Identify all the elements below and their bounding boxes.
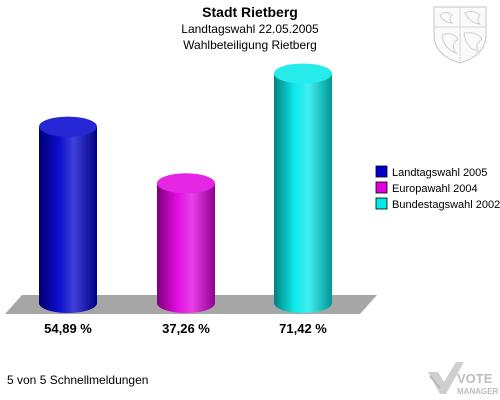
bar-2 bbox=[157, 173, 215, 313]
bar-top-2 bbox=[157, 173, 215, 194]
bar-body-2 bbox=[157, 183, 215, 313]
bar-body-3 bbox=[274, 73, 332, 314]
logo-text-manager: MANAGER bbox=[457, 387, 499, 396]
legend: Landtagswahl 2005 Europawahl 2004 Bundesta… bbox=[375, 165, 500, 211]
legend-label-3: Bundestagswahl 2002 bbox=[392, 199, 500, 211]
legend-swatch-2 bbox=[375, 181, 388, 194]
coat-of-arms-icon bbox=[433, 6, 487, 64]
status-text: 5 von 5 Schnellmeldungen bbox=[7, 373, 148, 387]
bar-body-1 bbox=[39, 126, 97, 313]
value-label-2: 37,26 % bbox=[162, 321, 210, 336]
bar-top-1 bbox=[39, 116, 97, 137]
legend-item-2: Europawahl 2004 bbox=[375, 181, 478, 195]
value-label-1: 54,89 % bbox=[44, 321, 92, 336]
vote-manager-logo: VOTE MANAGER bbox=[428, 362, 499, 396]
legend-swatch-1 bbox=[375, 165, 388, 178]
chart-subtitle-1: Landtagswahl 22.05.2005 bbox=[181, 22, 319, 36]
legend-label-2: Europawahl 2004 bbox=[392, 183, 478, 195]
bar-3 bbox=[274, 63, 332, 314]
bar-top-3 bbox=[274, 63, 332, 84]
legend-item-3: Bundestagswahl 2002 bbox=[375, 197, 500, 211]
chart-subtitle-2: Wahlbeteiligung Rietberg bbox=[183, 38, 317, 52]
bar-1 bbox=[39, 116, 97, 313]
legend-item-1: Landtagswahl 2005 bbox=[375, 165, 487, 179]
logo-text-vote: VOTE bbox=[457, 371, 493, 386]
legend-label-1: Landtagswahl 2005 bbox=[392, 167, 487, 179]
legend-swatch-3 bbox=[375, 197, 388, 210]
bars-group bbox=[39, 63, 332, 314]
chart-title: Stadt Rietberg bbox=[202, 4, 298, 20]
value-labels-group: 54,89 % 37,26 % 71,42 % bbox=[44, 321, 327, 336]
value-label-3: 71,42 % bbox=[279, 321, 327, 336]
vote-checkmark-icon bbox=[428, 362, 464, 394]
